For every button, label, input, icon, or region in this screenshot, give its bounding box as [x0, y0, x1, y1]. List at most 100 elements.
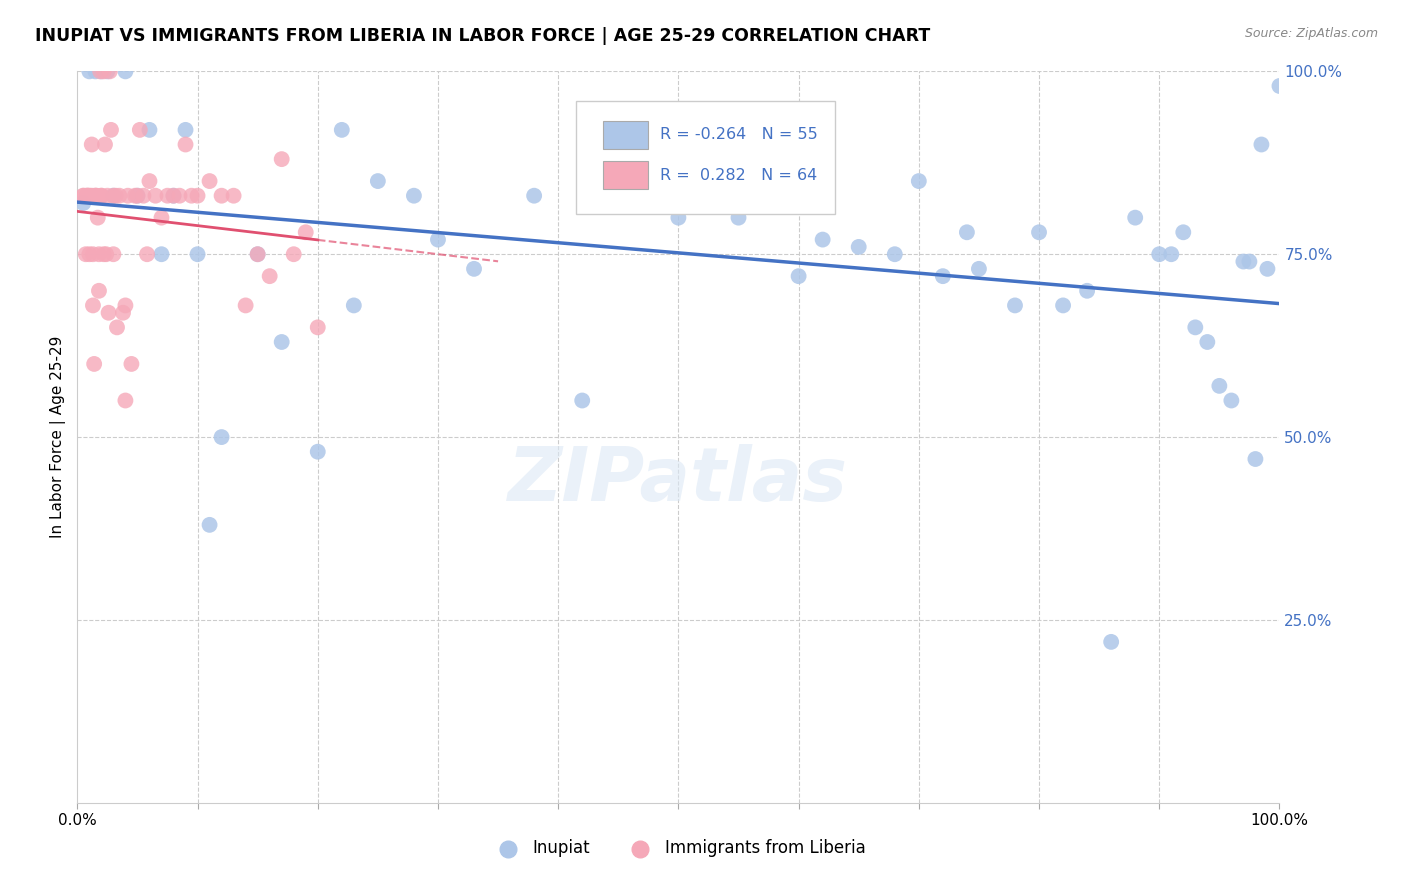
- FancyBboxPatch shape: [576, 101, 835, 214]
- Point: [79, 247, 101, 261]
- Point: [162, 188, 184, 202]
- Point: [787, 269, 810, 284]
- Point: [156, 188, 179, 202]
- Point: [82, 247, 104, 261]
- Point: [967, 261, 990, 276]
- Text: ZIPatlas: ZIPatlas: [509, 444, 848, 517]
- Point: [1244, 452, 1267, 467]
- Point: [93, 247, 115, 261]
- Point: [80, 188, 103, 202]
- Point: [1160, 247, 1182, 261]
- Bar: [603, 121, 648, 149]
- Legend: Inupiat, Immigrants from Liberia: Inupiat, Immigrants from Liberia: [484, 832, 873, 864]
- Point: [104, 188, 127, 202]
- Point: [90, 64, 112, 78]
- Point: [114, 393, 136, 408]
- Point: [96, 188, 118, 202]
- Point: [132, 188, 155, 202]
- Point: [270, 152, 292, 166]
- Point: [246, 247, 269, 261]
- Point: [1076, 284, 1098, 298]
- Point: [108, 188, 131, 202]
- Point: [82, 298, 104, 312]
- Y-axis label: In Labor Force | Age 25-29: In Labor Force | Age 25-29: [51, 336, 66, 538]
- Point: [1028, 225, 1050, 239]
- Point: [330, 123, 353, 137]
- Point: [1052, 298, 1074, 312]
- Point: [1099, 635, 1122, 649]
- Point: [1239, 254, 1261, 268]
- Point: [114, 298, 136, 312]
- Point: [138, 123, 160, 137]
- Bar: [603, 161, 648, 189]
- Point: [127, 188, 149, 202]
- Point: [84, 64, 107, 78]
- Point: [259, 269, 281, 284]
- Point: [1250, 137, 1272, 152]
- Point: [128, 123, 150, 137]
- Point: [86, 188, 108, 202]
- Point: [169, 188, 191, 202]
- Point: [811, 233, 834, 247]
- Point: [198, 174, 221, 188]
- Point: [198, 517, 221, 532]
- Point: [90, 188, 112, 202]
- Point: [150, 211, 173, 225]
- Point: [83, 357, 105, 371]
- Point: [187, 247, 209, 261]
- Point: [127, 188, 149, 202]
- Point: [187, 188, 209, 202]
- Point: [145, 188, 167, 202]
- Point: [72, 188, 94, 202]
- Point: [1184, 320, 1206, 334]
- Point: [571, 393, 593, 408]
- Point: [103, 188, 125, 202]
- Point: [90, 188, 112, 202]
- Point: [150, 247, 173, 261]
- Text: Source: ZipAtlas.com: Source: ZipAtlas.com: [1244, 27, 1378, 40]
- Point: [463, 261, 485, 276]
- Point: [76, 188, 98, 202]
- Point: [1220, 393, 1243, 408]
- Point: [307, 320, 329, 334]
- Point: [87, 211, 110, 225]
- Point: [1197, 334, 1219, 349]
- Point: [76, 188, 98, 202]
- Point: [956, 225, 979, 239]
- Point: [103, 188, 125, 202]
- Point: [89, 64, 111, 78]
- Point: [727, 211, 749, 225]
- Point: [75, 247, 97, 261]
- Point: [908, 174, 931, 188]
- Point: [97, 306, 120, 320]
- Point: [93, 64, 115, 78]
- Text: R =  0.282   N = 64: R = 0.282 N = 64: [661, 168, 818, 183]
- Point: [1123, 211, 1146, 225]
- Point: [87, 284, 110, 298]
- Point: [211, 430, 233, 444]
- Point: [96, 247, 118, 261]
- Point: [84, 188, 107, 202]
- Point: [523, 188, 546, 202]
- Point: [120, 357, 142, 371]
- Point: [270, 334, 292, 349]
- Point: [162, 188, 184, 202]
- Point: [94, 137, 117, 152]
- Point: [211, 188, 233, 202]
- Point: [84, 188, 107, 202]
- Text: R = -0.264   N = 55: R = -0.264 N = 55: [661, 128, 818, 143]
- Point: [80, 137, 103, 152]
- Point: [114, 64, 136, 78]
- Point: [883, 247, 905, 261]
- Point: [138, 174, 160, 188]
- Point: [96, 64, 118, 78]
- Point: [79, 64, 101, 78]
- Point: [367, 174, 389, 188]
- Point: [283, 247, 305, 261]
- Point: [174, 137, 197, 152]
- Point: [1256, 261, 1278, 276]
- Point: [427, 233, 450, 247]
- Point: [180, 188, 202, 202]
- Point: [932, 269, 955, 284]
- Point: [100, 123, 122, 137]
